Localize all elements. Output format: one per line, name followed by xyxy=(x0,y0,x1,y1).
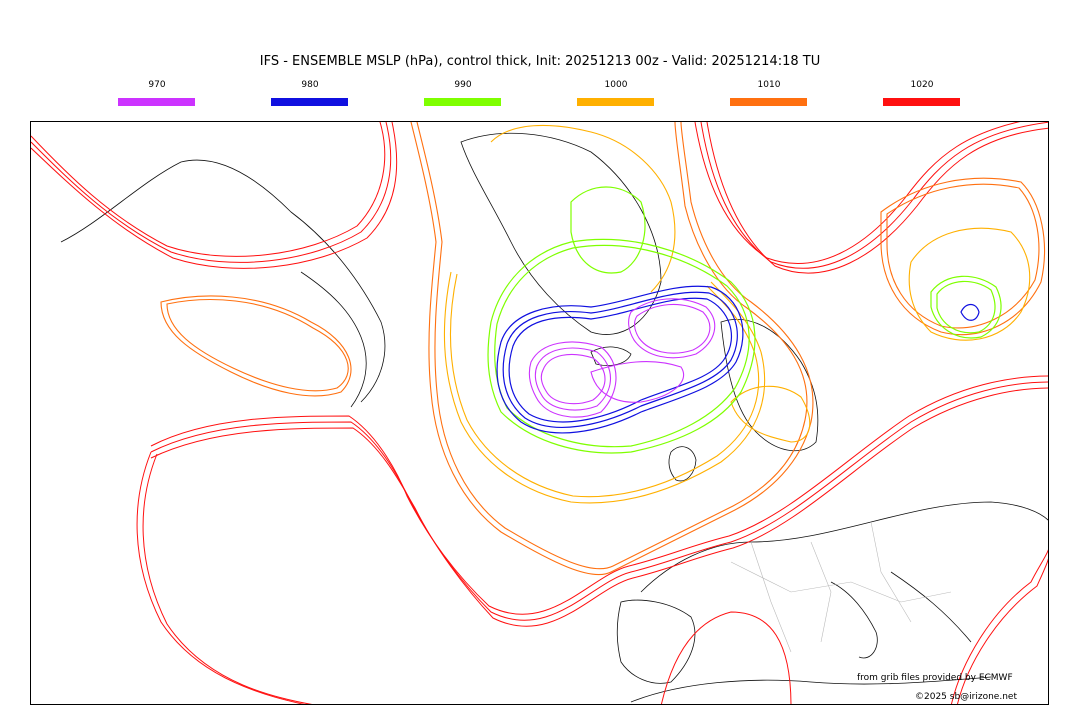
legend-label: 980 xyxy=(301,80,319,90)
coast-iberia xyxy=(616,599,696,684)
coast-canada-arctic xyxy=(60,159,386,403)
legend-label: 1010 xyxy=(757,80,781,90)
legend-item-1010: 1010 xyxy=(730,80,808,106)
legend-item-990: 990 xyxy=(424,80,502,106)
coast-north-africa xyxy=(630,676,992,703)
legend-swatch-980 xyxy=(271,98,348,106)
legend-label: 990 xyxy=(454,80,472,90)
coast-italy-balkans xyxy=(830,571,972,659)
legend-item-1020: 1020 xyxy=(883,80,961,106)
legend-label: 1000 xyxy=(604,80,628,90)
legend-swatch-1020 xyxy=(883,98,960,106)
legend-swatch-990 xyxy=(424,98,501,106)
legend-item-980: 980 xyxy=(271,80,349,106)
isobar-1000 xyxy=(443,124,1031,504)
isobar-980 xyxy=(496,285,980,434)
source-credit: from grib files provided by ECMWF xyxy=(857,673,1013,683)
isobar-1020 xyxy=(31,122,1048,704)
legend-label: 1020 xyxy=(910,80,934,90)
legend-swatch-1000 xyxy=(577,98,654,106)
legend-swatch-1010 xyxy=(730,98,807,106)
country-borders xyxy=(730,521,952,653)
legend-label: 970 xyxy=(148,80,166,90)
map-frame xyxy=(30,121,1049,705)
coast-europe xyxy=(640,501,1048,593)
legend-item-970: 970 xyxy=(118,80,196,106)
coast-scandinavia xyxy=(720,319,819,451)
coastlines xyxy=(60,132,1048,703)
map-title: IFS - ENSEMBLE MSLP (hPa), control thick… xyxy=(259,54,821,69)
isobar-970 xyxy=(528,298,716,418)
coast-iceland xyxy=(590,346,632,366)
coast-british-isles xyxy=(668,446,697,482)
coast-greenland xyxy=(460,132,662,335)
map-canvas xyxy=(31,122,1048,704)
copyright-credit: ©2025 sb@irizone.net xyxy=(915,692,1017,702)
legend-item-1000: 1000 xyxy=(577,80,655,106)
coast-labrador xyxy=(300,271,367,408)
legend-swatch-970 xyxy=(118,98,195,106)
